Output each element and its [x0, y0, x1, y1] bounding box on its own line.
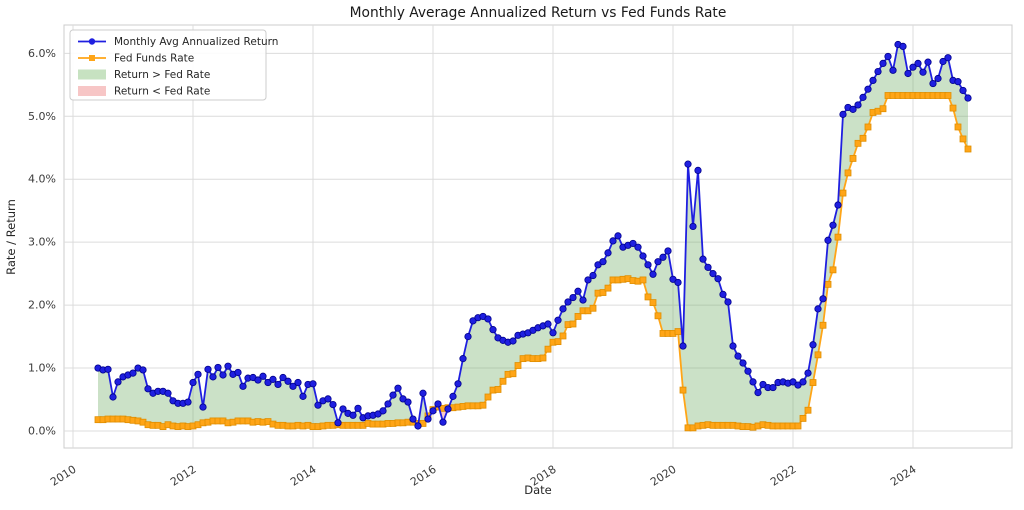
y-tick-label: 5.0% [28, 110, 56, 123]
legend-item-label: Return > Fed Rate [114, 69, 210, 81]
fed-funds-rate-markers [94, 92, 972, 432]
legend-item: Return < Fed Rate [78, 86, 210, 98]
x-tick-label: 2022 [768, 463, 799, 489]
monthly-avg-annualized-return-markers [94, 40, 972, 430]
x-tick-label: 2012 [168, 463, 199, 489]
y-tick-label: 3.0% [28, 236, 56, 249]
x-axis-label: Date [524, 483, 552, 497]
legend-item-label: Fed Funds Rate [114, 53, 194, 65]
fill-return-above-fed [98, 366, 416, 427]
legend-item-label: Return < Fed Rate [114, 86, 210, 98]
y-tick-label: 2.0% [28, 299, 56, 312]
legend-item-label: Monthly Avg Annualized Return [114, 36, 278, 48]
y-tick-label: 0.0% [28, 425, 56, 438]
y-axis-label: Rate / Return [4, 199, 18, 275]
series-layer [94, 40, 972, 432]
legend-item: Return > Fed Rate [78, 69, 210, 81]
y-axis-ticks: 0.0% 1.0% 2.0% 3.0% 4.0% 5.0% 6.0% [28, 47, 56, 438]
grid-layer [64, 25, 1012, 448]
x-tick-label: 2016 [408, 463, 439, 489]
legend-box [69, 29, 267, 101]
fill-return-above-fed [448, 44, 968, 428]
legend-item: Fed Funds Rate [78, 53, 194, 65]
x-tick-label: 2014 [288, 463, 319, 489]
chart-title: Monthly Average Annualized Return vs Fed… [350, 5, 727, 21]
y-tick-label: 1.0% [28, 362, 56, 375]
x-axis-ticks: 2010 2012 2014 2016 2018 2020 2022 2024 [48, 463, 919, 489]
x-tick-label: 2024 [888, 463, 919, 489]
y-tick-label: 4.0% [28, 173, 56, 186]
x-tick-label: 2010 [48, 463, 79, 489]
legend: Monthly Avg Annualized Return Fed Funds R… [69, 29, 278, 101]
legend-item: Monthly Avg Annualized Return [78, 36, 278, 48]
x-tick-label: 2020 [648, 463, 679, 489]
y-tick-label: 6.0% [28, 47, 56, 60]
